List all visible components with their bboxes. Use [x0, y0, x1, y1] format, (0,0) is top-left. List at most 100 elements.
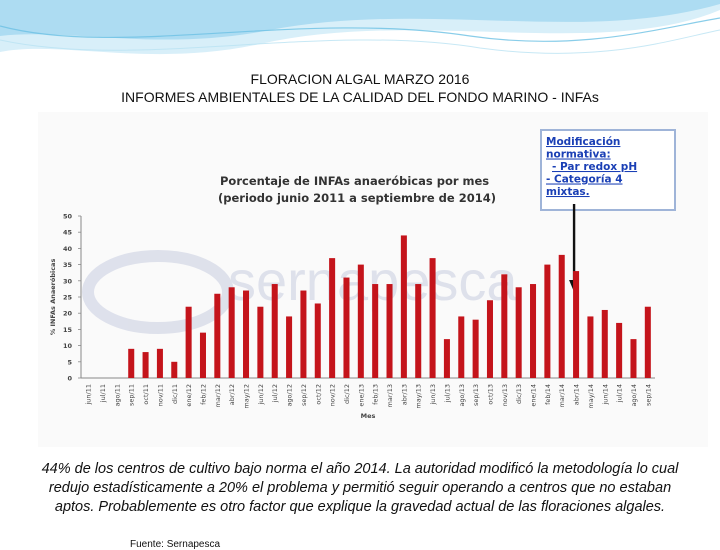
- x-tick-label: dic/12: [343, 384, 351, 404]
- x-tick-label: dic/13: [515, 384, 523, 404]
- x-tick-label: ago/12: [286, 384, 294, 407]
- bar-ago-12: [286, 316, 293, 378]
- chart-title-line-2: (periodo junio 2011 a septiembre de 2014…: [218, 191, 496, 205]
- y-tick-label: 50: [63, 213, 73, 221]
- bar-feb-14: [544, 264, 551, 378]
- annotation-line: normativa:: [546, 149, 611, 161]
- bar-abr-13: [400, 235, 407, 378]
- bar-nov-12: [329, 258, 336, 378]
- x-axis-label: Mes: [361, 412, 376, 420]
- x-tick-label: sep/13: [472, 384, 480, 406]
- x-tick-label: sep/12: [300, 384, 308, 406]
- bar-may-13: [415, 284, 422, 378]
- chart-panel: sernapesca Porcentaje de INFAs anaeróbic…: [38, 112, 708, 550]
- bar-oct-11: [142, 352, 149, 378]
- chart-title: Porcentaje de INFAs anaeróbicas por mes …: [218, 174, 496, 205]
- bar-mar-13: [386, 284, 393, 378]
- page-title-line-1: FLORACION ALGAL MARZO 2016: [250, 71, 470, 87]
- x-tick-label: jun/13: [429, 384, 437, 406]
- decorative-header-waves: [0, 0, 720, 55]
- y-tick-label: 5: [67, 358, 72, 366]
- bar-may-12: [243, 290, 250, 378]
- bar-dic-12: [343, 277, 350, 378]
- x-tick-label: abr/12: [228, 384, 236, 405]
- page-title-line-2: INFORMES AMBIENTALES DE LA CALIDAD DEL F…: [121, 89, 599, 105]
- bar-jul-13: [443, 339, 450, 378]
- x-tick-label: sep/11: [128, 384, 136, 406]
- bar-ago-14: [630, 339, 637, 378]
- bar-sep-11: [128, 348, 135, 378]
- bar-mar-14: [558, 254, 565, 378]
- x-tick-label: jul/14: [616, 384, 624, 403]
- bar-sep-12: [300, 290, 307, 378]
- y-tick-label: 10: [63, 342, 73, 350]
- x-tick-label: nov/11: [156, 384, 164, 406]
- bar-jul-14: [616, 322, 623, 378]
- chart-title-line-1: Porcentaje de INFAs anaeróbicas por mes: [220, 174, 489, 188]
- bar-chart: sernapesca Porcentaje de INFAs anaeróbic…: [38, 112, 708, 447]
- x-tick-label: feb/12: [199, 384, 207, 405]
- x-tick-label: ago/11: [113, 384, 121, 407]
- y-tick-label: 40: [63, 245, 73, 253]
- page-title: FLORACION ALGAL MARZO 2016 INFORMES AMBI…: [0, 70, 720, 106]
- x-tick-label: mar/12: [214, 384, 222, 407]
- x-tick-label: jul/11: [99, 384, 107, 403]
- bar-jun-13: [429, 258, 436, 378]
- bar-dic-11: [171, 361, 178, 378]
- x-tick-label: oct/11: [142, 384, 150, 405]
- x-tick-label: jul/12: [271, 384, 279, 403]
- bar-abr-14: [573, 271, 580, 378]
- annotation-line: Modificación: [546, 136, 620, 148]
- y-tick-label: 45: [63, 229, 73, 237]
- bar-feb-13: [372, 284, 379, 378]
- x-tick-label: ene/13: [357, 384, 365, 407]
- annotation-line: - Par redox pH: [552, 161, 637, 173]
- x-tick-label: sep/14: [644, 384, 652, 406]
- bar-jun-14: [601, 309, 608, 378]
- bar-oct-12: [314, 303, 321, 378]
- y-axis-label: % INFAs Anaeróbicas: [49, 259, 57, 336]
- x-tick-label: nov/12: [329, 384, 337, 406]
- x-tick-label: ene/14: [530, 384, 538, 407]
- x-tick-label: oct/13: [486, 384, 494, 405]
- y-tick-label: 0: [67, 375, 72, 383]
- annotation-line: - Categoría 4: [546, 174, 623, 186]
- x-tick-label: ene/12: [185, 384, 193, 407]
- x-tick-label: jun/14: [601, 384, 609, 406]
- bar-jul-12: [271, 284, 278, 378]
- x-tick-label: abr/13: [400, 384, 408, 405]
- bar-ene-13: [357, 264, 364, 378]
- bar-ene-14: [530, 284, 537, 378]
- bar-nov-11: [156, 348, 163, 378]
- x-tick-label: jul/13: [443, 384, 451, 403]
- x-tick-label: jun/11: [85, 384, 93, 406]
- bar-ago-13: [458, 316, 465, 378]
- footer-text: 44% de los centros de cultivo bajo norma…: [41, 461, 679, 515]
- bar-may-14: [587, 316, 594, 378]
- y-tick-label: 15: [63, 326, 73, 334]
- bar-feb-12: [199, 332, 206, 378]
- bar-dic-13: [515, 287, 522, 378]
- bar-nov-13: [501, 274, 508, 378]
- bar-mar-12: [214, 293, 221, 378]
- y-tick-label: 30: [63, 277, 73, 285]
- x-tick-label: abr/14: [573, 384, 581, 405]
- x-tick-label: mar/13: [386, 384, 394, 407]
- x-tick-label: ago/13: [458, 384, 466, 407]
- bar-oct-13: [486, 300, 493, 378]
- bar-abr-12: [228, 287, 235, 378]
- x-tick-label: feb/14: [544, 384, 552, 405]
- y-tick-label: 20: [63, 310, 73, 318]
- bar-ene-12: [185, 306, 192, 378]
- y-tick-label: 25: [63, 294, 73, 302]
- bar-sep-13: [472, 319, 479, 378]
- x-tick-label: nov/13: [501, 384, 509, 406]
- bar-jun-12: [257, 306, 264, 378]
- source-note: Fuente: Sernapesca: [130, 539, 221, 550]
- x-tick-label: ago/14: [630, 384, 638, 407]
- x-tick-label: may/13: [415, 384, 423, 409]
- x-tick-label: may/12: [243, 384, 251, 409]
- y-tick-label: 35: [63, 261, 73, 269]
- x-tick-label: oct/12: [314, 384, 322, 405]
